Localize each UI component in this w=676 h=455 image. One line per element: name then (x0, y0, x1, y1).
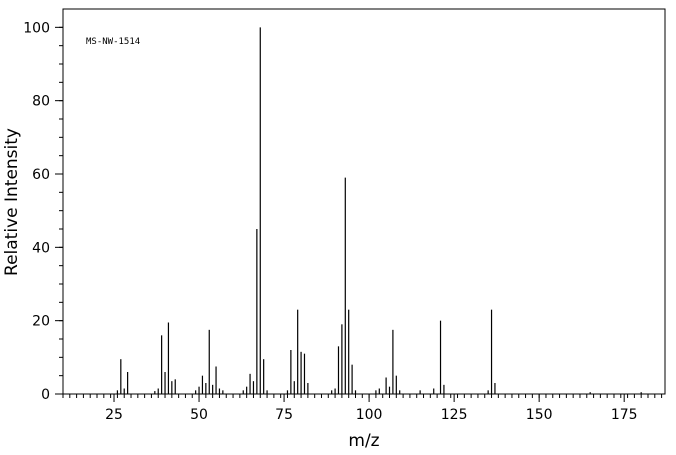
x-tick-label: 75 (275, 407, 293, 423)
y-tick-label: 20 (32, 314, 50, 330)
peak-series (116, 27, 642, 394)
y-tick-label: 0 (41, 387, 50, 403)
x-tick-label: 50 (190, 407, 208, 423)
plot-frame (62, 8, 666, 395)
x-tick-label: 25 (105, 407, 123, 423)
x-tick-label: 100 (356, 407, 383, 423)
x-tick-label: 125 (441, 407, 468, 423)
y-axis-title: Relative Intensity (2, 128, 22, 276)
x-tick-label: 150 (526, 407, 553, 423)
y-tick-label: 80 (32, 94, 50, 110)
x-axis: 25 50 75 100 125 150 175 (62, 394, 663, 423)
x-axis-title: m/z (348, 431, 379, 451)
y-tick-label: 60 (32, 167, 50, 183)
y-tick-label: 100 (23, 20, 50, 36)
spectrum-id-annotation: MS-NW-1514 (86, 37, 140, 47)
y-axis: 0 20 40 60 80 100 (23, 20, 63, 403)
y-tick-label: 40 (32, 240, 50, 256)
x-tick-label: 175 (611, 407, 638, 423)
